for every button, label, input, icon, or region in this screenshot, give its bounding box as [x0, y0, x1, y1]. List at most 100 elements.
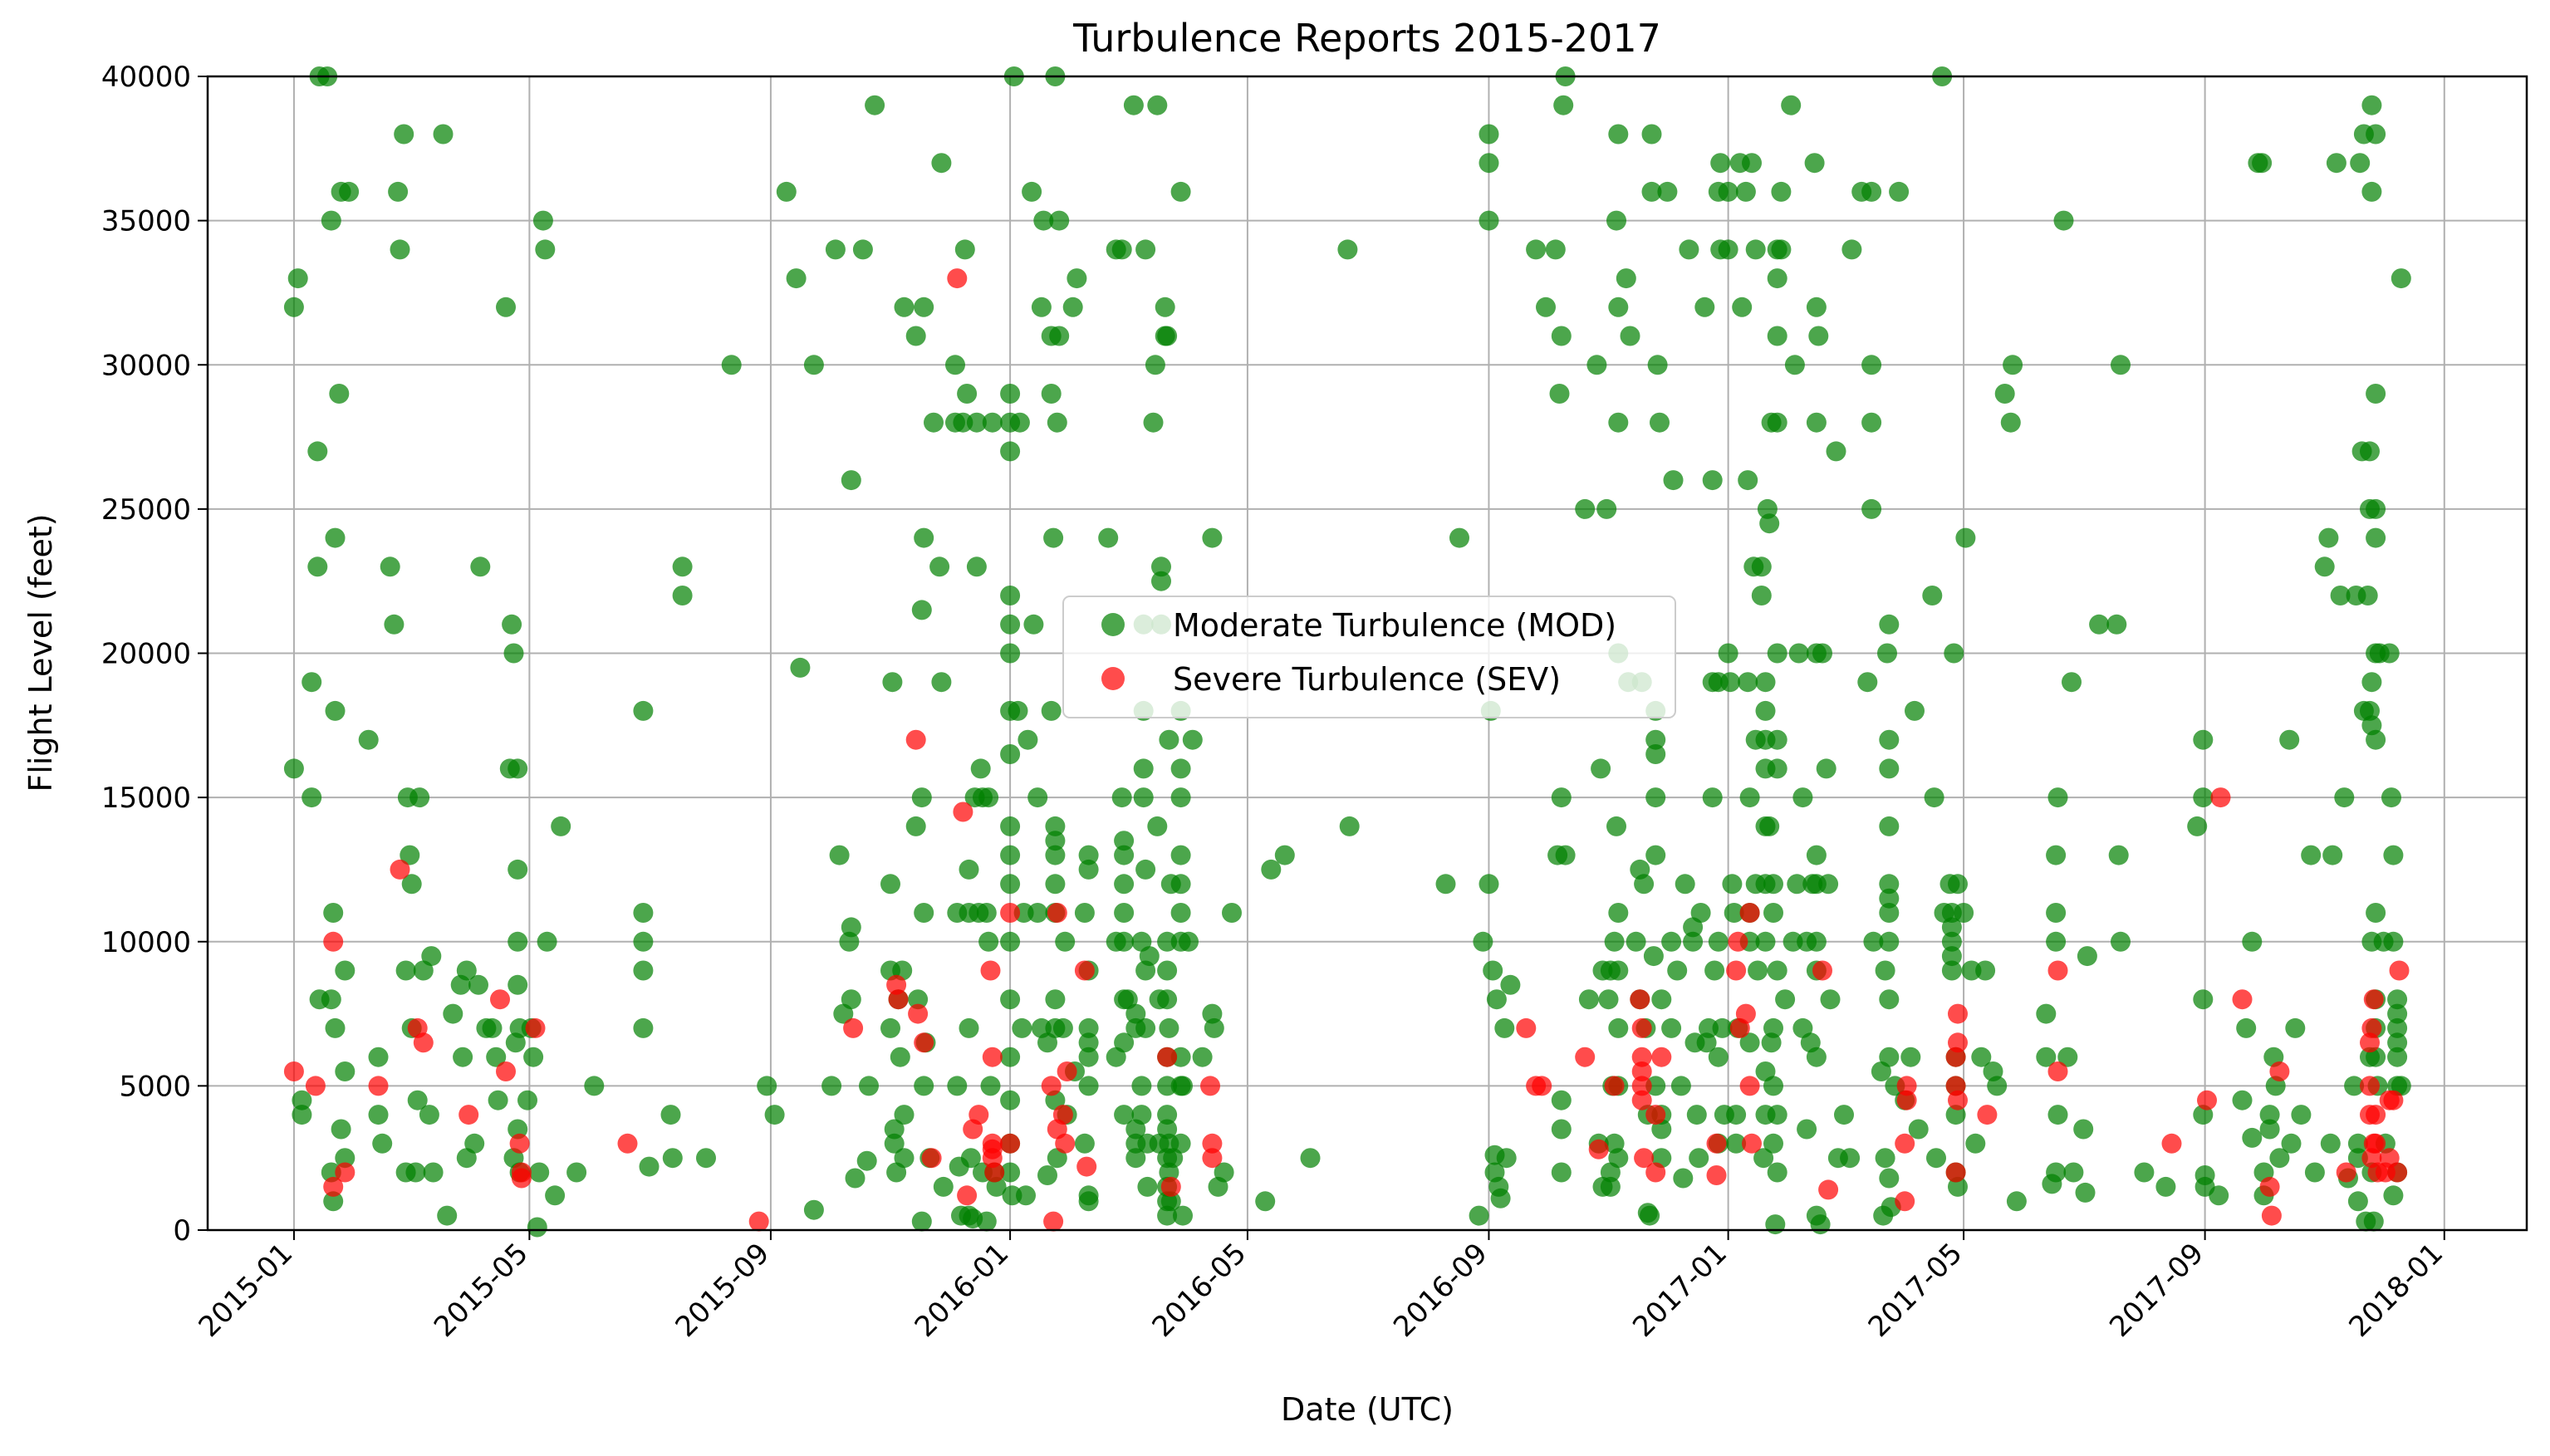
mod-report-point	[1879, 903, 1900, 923]
mod-report-point	[1616, 268, 1636, 289]
mod-report-point	[1586, 355, 1607, 375]
mod-report-point	[1657, 181, 1678, 202]
mod-report-point	[486, 1047, 507, 1067]
mod-report-point	[2383, 845, 2404, 865]
mod-report-point	[1784, 355, 1805, 375]
mod-report-point	[2232, 1090, 2253, 1110]
sev-report-point	[2361, 1017, 2382, 1038]
mod-report-point	[1755, 700, 1776, 721]
mod-report-point	[933, 1176, 954, 1197]
mod-report-point	[1022, 181, 1042, 202]
mod-report-point	[433, 124, 454, 145]
mod-report-point	[1160, 1191, 1181, 1212]
sev-report-point	[1742, 1133, 1762, 1154]
mod-report-point	[1689, 1148, 1709, 1169]
mod-report-point	[1114, 845, 1135, 865]
mod-report-point	[1987, 1076, 2008, 1096]
mod-report-point	[2347, 1191, 2368, 1212]
mod-report-point	[1797, 1119, 1817, 1140]
mod-report-point	[325, 527, 346, 548]
mod-report-point	[1173, 1076, 1193, 1096]
mod-report-point	[1879, 1047, 1900, 1067]
mod-report-point	[914, 1076, 934, 1096]
mod-report-point	[1879, 816, 1900, 836]
mod-report-point	[535, 239, 556, 260]
mod-report-point	[947, 1076, 968, 1096]
mod-report-point	[1479, 124, 1499, 145]
mod-report-point	[1125, 1003, 1146, 1024]
mod-report-point	[1645, 845, 1666, 865]
mod-report-point	[1806, 412, 1827, 433]
sev-report-point	[2232, 989, 2253, 1010]
mod-report-point	[1170, 181, 1191, 202]
mod-report-point	[1159, 729, 1179, 750]
mod-report-point	[894, 297, 915, 317]
y-tick-label: 25000	[101, 493, 191, 527]
mod-report-point	[1792, 787, 1813, 808]
mod-report-point	[1591, 758, 1611, 779]
mod-report-point	[2063, 1162, 2084, 1183]
series-severe	[283, 268, 2410, 1232]
mod-report-point	[1604, 931, 1625, 952]
mod-report-point	[1971, 1047, 1992, 1067]
mod-report-point	[1074, 1133, 1095, 1154]
mod-report-point	[1751, 556, 1772, 577]
sev-report-point	[1041, 1076, 1062, 1096]
mod-report-point	[1875, 960, 1895, 981]
mod-report-point	[1840, 1148, 1861, 1169]
mod-report-point	[1812, 643, 1832, 664]
mod-report-point	[335, 1148, 356, 1169]
sev-report-point	[305, 1076, 326, 1096]
sev-report-point	[1728, 931, 1748, 952]
mod-report-point	[1720, 672, 1740, 693]
mod-report-point	[1781, 95, 1802, 115]
mod-report-point	[1486, 989, 1507, 1010]
mod-report-point	[1023, 614, 1044, 635]
mod-report-point	[978, 787, 999, 808]
mod-report-point	[1157, 1076, 1178, 1096]
mod-report-point	[757, 1076, 777, 1096]
mod-report-point	[2366, 729, 2386, 750]
sev-report-point	[323, 1176, 344, 1197]
sev-report-point	[1651, 1047, 1672, 1067]
mod-report-point	[1879, 729, 1900, 750]
mod-report-point	[1771, 239, 1792, 260]
sev-report-point	[1739, 1076, 1760, 1096]
mod-report-point	[1767, 729, 1787, 750]
mod-report-point	[945, 355, 965, 375]
mod-report-point	[1131, 1105, 1152, 1125]
mod-report-point	[2073, 1119, 2094, 1140]
sev-report-point	[1818, 1179, 1839, 1200]
mod-report-point	[1748, 960, 1768, 981]
mod-report-point	[803, 355, 824, 375]
sev-report-point	[1895, 1133, 1915, 1154]
mod-report-point	[1767, 268, 1787, 289]
mod-report-point	[1641, 124, 1662, 145]
mod-report-point	[1135, 239, 1156, 260]
mod-report-point	[1608, 960, 1629, 981]
mod-report-point	[1767, 1162, 1787, 1183]
mod-report-point	[339, 181, 360, 202]
mod-report-point	[2111, 931, 2131, 952]
sev-report-point	[1631, 1047, 1652, 1067]
mod-report-point	[1608, 124, 1629, 145]
mod-report-point	[2291, 1105, 2312, 1125]
mod-report-point	[2077, 946, 2097, 967]
mod-report-point	[1170, 874, 1191, 895]
mod-report-point	[884, 1119, 905, 1140]
sev-report-point	[1631, 1090, 1652, 1110]
y-tick-label: 0	[173, 1214, 191, 1248]
sev-report-point	[957, 1185, 978, 1206]
mod-report-point	[2391, 268, 2411, 289]
mod-report-point	[976, 903, 997, 923]
mod-report-point	[803, 1199, 824, 1220]
mod-report-point	[1941, 917, 1962, 938]
mod-report-point	[1479, 874, 1499, 895]
mod-report-point	[1834, 1105, 1854, 1125]
mod-report-point	[672, 586, 693, 605]
mod-report-point	[2304, 1162, 2325, 1183]
sev-report-point	[908, 1003, 929, 1024]
mod-report-point	[1045, 874, 1066, 895]
mod-report-point	[1125, 1148, 1146, 1169]
mod-report-point	[2075, 1182, 2096, 1203]
